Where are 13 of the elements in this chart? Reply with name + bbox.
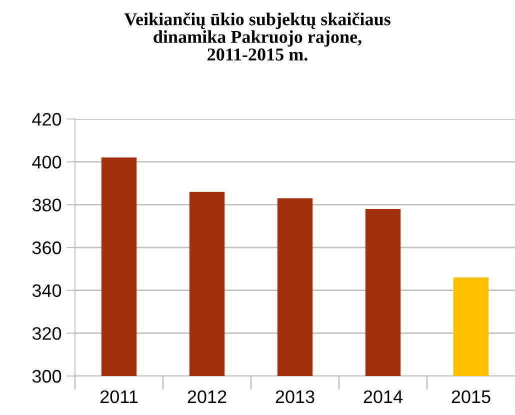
y-tick-label: 420 <box>32 112 62 126</box>
x-tick-label: 2015 <box>452 390 490 404</box>
y-tick-label: 380 <box>32 198 62 212</box>
x-tick-label: 2012 <box>188 390 226 404</box>
chart-title: Veikiančių ūkio subjektų skaičiaus dinamika Pakruojo rajone, 2011-2015 m. <box>124 12 390 61</box>
y-tick-label: 360 <box>32 241 62 254</box>
y-tick-label: 300 <box>32 370 62 383</box>
x-tick-label: 2013 <box>276 390 314 404</box>
x-tick-label: 2014 <box>364 390 403 404</box>
y-tick-label: 320 <box>32 327 62 340</box>
x-tick-label: 2011 <box>100 390 138 404</box>
y-tick-label: 340 <box>32 284 62 298</box>
y-tick-label: 400 <box>32 156 62 169</box>
